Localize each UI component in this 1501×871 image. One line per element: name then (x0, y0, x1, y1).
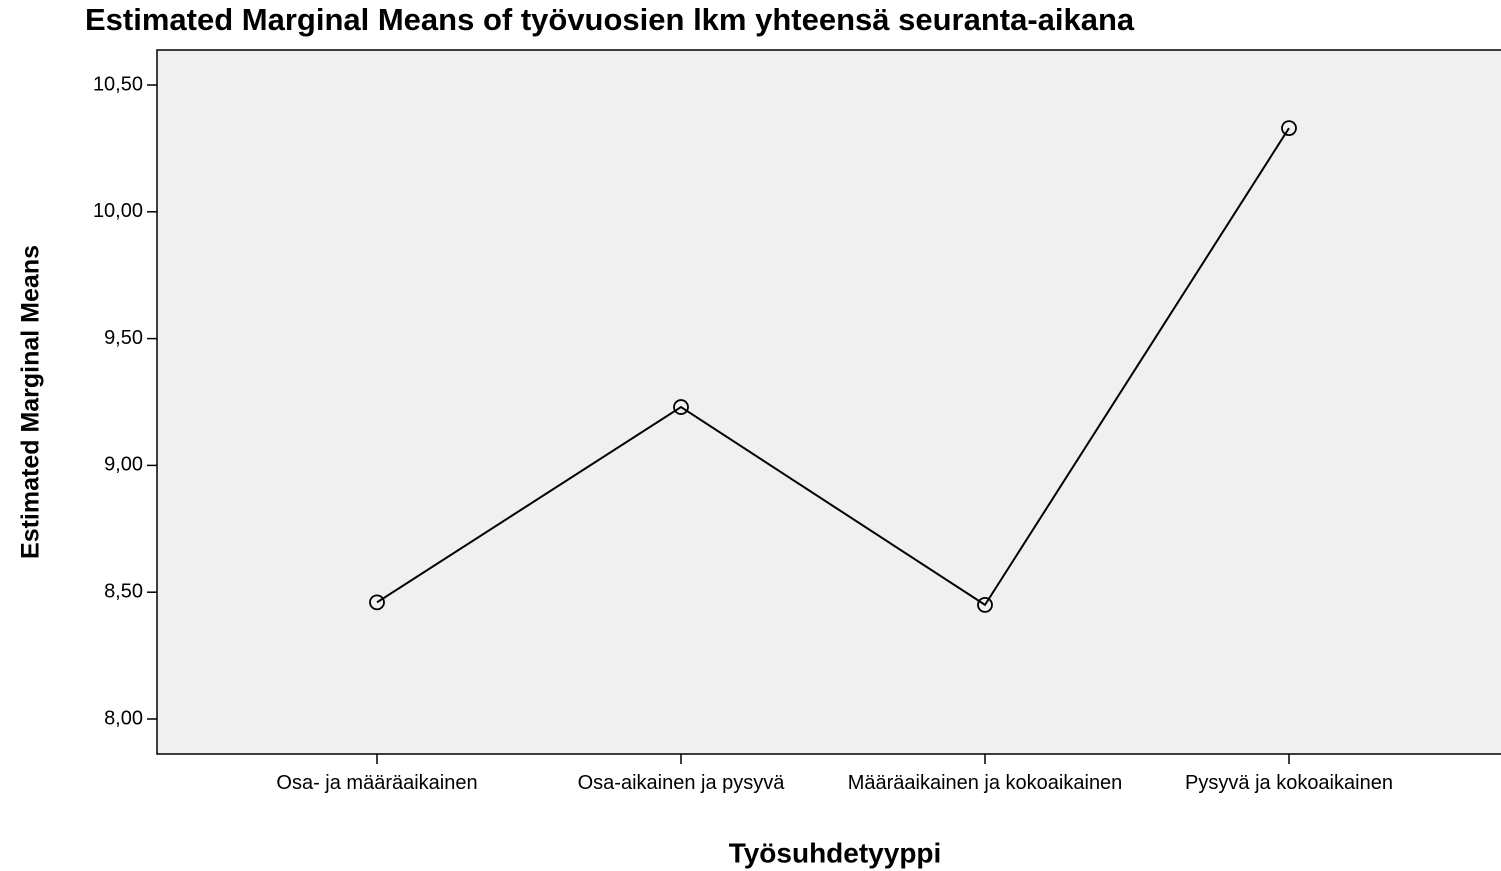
y-tick-label: 8,00 (104, 707, 143, 729)
marker (369, 594, 385, 611)
x-tick-label: Pysyvä ja kokoaikainen (1185, 772, 1393, 794)
x-axis-title: Työsuhdetyyppi (729, 837, 942, 868)
marker (1281, 120, 1297, 137)
y-tick-label: 10,50 (93, 73, 143, 95)
y-tick-label: 9,00 (104, 454, 143, 476)
y-axis-title: Estimated Marginal Means (17, 245, 45, 559)
x-tick-label: Määräaikainen ja kokoaikainen (847, 772, 1123, 794)
x-tick-label: Osa- ja määräaikainen (276, 772, 478, 794)
x-tick-label: Osa-aikainen ja pysyvä (577, 772, 785, 794)
y-tick-label: 9,50 (104, 327, 143, 349)
line (376, 127, 1290, 607)
marker (977, 596, 993, 613)
y-tick-label: 8,50 (104, 580, 143, 602)
y-tick-label: 10,00 (93, 200, 143, 222)
plot-area (156, 49, 1501, 755)
marker (673, 399, 689, 415)
chart-title: Estimated Marginal Means of työvuosien l… (85, 2, 1135, 37)
